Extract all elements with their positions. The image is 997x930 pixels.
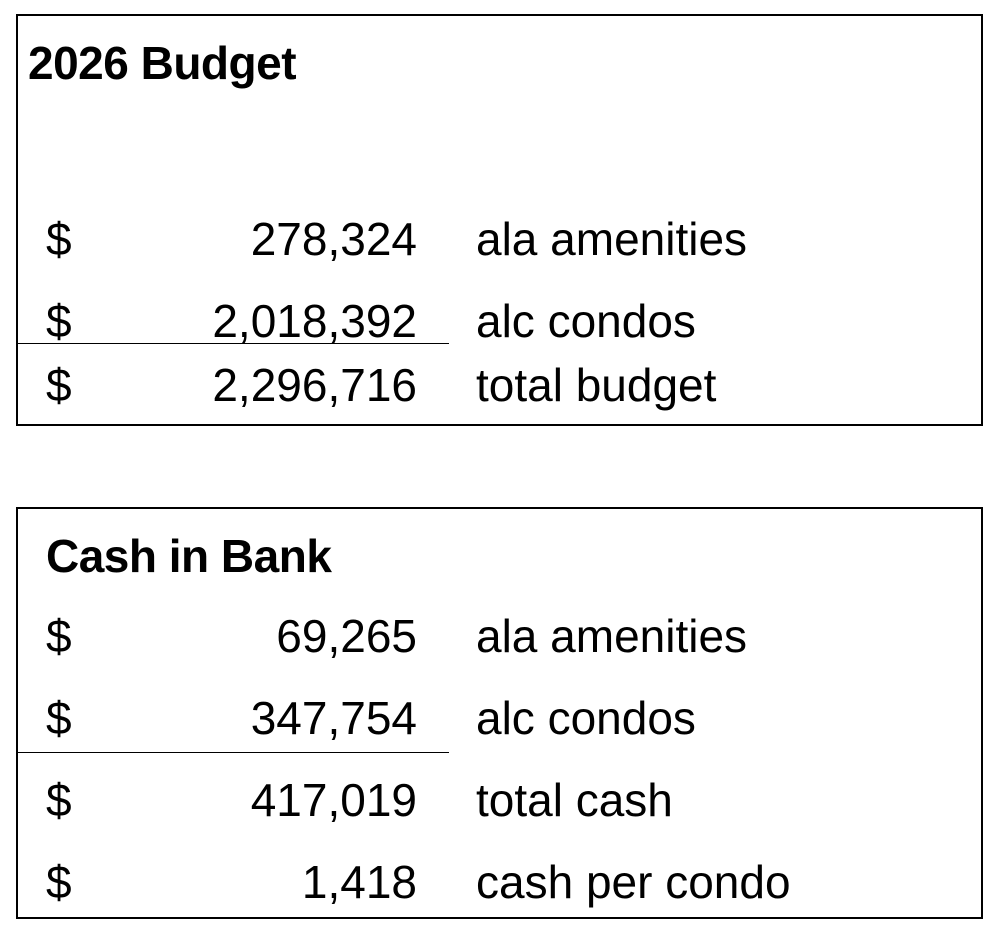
cash-amount: 69,265 <box>276 610 417 662</box>
budget-amount: 278,324 <box>250 213 417 265</box>
budget-amount: 2,018,392 <box>212 295 417 347</box>
currency-symbol: $ <box>46 692 72 744</box>
currency-symbol: $ <box>46 295 72 347</box>
cash-amount: 347,754 <box>250 692 417 744</box>
budget-title: 2026 Budget <box>28 37 297 89</box>
budget-total-amount: 2,296,716 <box>212 359 417 411</box>
cash-label: ala amenities <box>476 610 748 662</box>
currency-symbol: $ <box>46 359 72 411</box>
cash-per-condo-amount: 1,418 <box>301 856 417 908</box>
budget-row-ala-amenities: $ 278,324 ala amenities <box>18 198 981 280</box>
cash-label: alc condos <box>476 692 696 744</box>
currency-symbol: $ <box>46 856 72 908</box>
currency-symbol: $ <box>46 610 72 662</box>
cash-label: cash per condo <box>476 856 791 908</box>
cash-label: total cash <box>476 774 673 826</box>
budget-label: ala amenities <box>476 213 748 265</box>
budget-label: alc condos <box>476 295 696 347</box>
cash-total-amount: 417,019 <box>250 774 417 826</box>
subtotal-divider <box>18 752 449 753</box>
budget-label: total budget <box>476 359 717 411</box>
cash-row-ala-amenities: $ 69,265 ala amenities <box>18 595 981 677</box>
subtotal-divider <box>18 343 449 344</box>
cash-title: Cash in Bank <box>46 530 332 582</box>
budget-row-total: $ 2,296,716 total budget <box>18 344 981 426</box>
cash-row-per-condo: $ 1,418 cash per condo <box>18 841 981 923</box>
budget-row-alc-condos: $ 2,018,392 alc condos <box>18 280 981 362</box>
cash-table: Cash in Bank $ 69,265 ala amenities $ 34… <box>16 507 983 919</box>
cash-row-alc-condos: $ 347,754 alc condos <box>18 677 981 759</box>
currency-symbol: $ <box>46 213 72 265</box>
cash-row-total: $ 417,019 total cash <box>18 759 981 841</box>
budget-table: 2026 Budget $ 278,324 ala amenities $ 2,… <box>16 14 983 426</box>
currency-symbol: $ <box>46 774 72 826</box>
